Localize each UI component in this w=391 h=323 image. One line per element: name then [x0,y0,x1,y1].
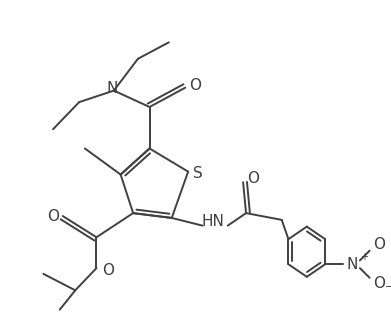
Text: HN: HN [202,214,225,229]
Text: O: O [373,276,385,291]
Text: O: O [102,263,114,277]
Text: S: S [193,166,203,181]
Text: −: − [385,282,391,292]
Text: O: O [247,171,259,186]
Text: O: O [47,209,59,224]
Text: +: + [360,252,368,262]
Text: O: O [189,78,201,93]
Text: O: O [373,237,385,253]
Text: N: N [106,81,118,96]
Text: N: N [346,257,358,272]
